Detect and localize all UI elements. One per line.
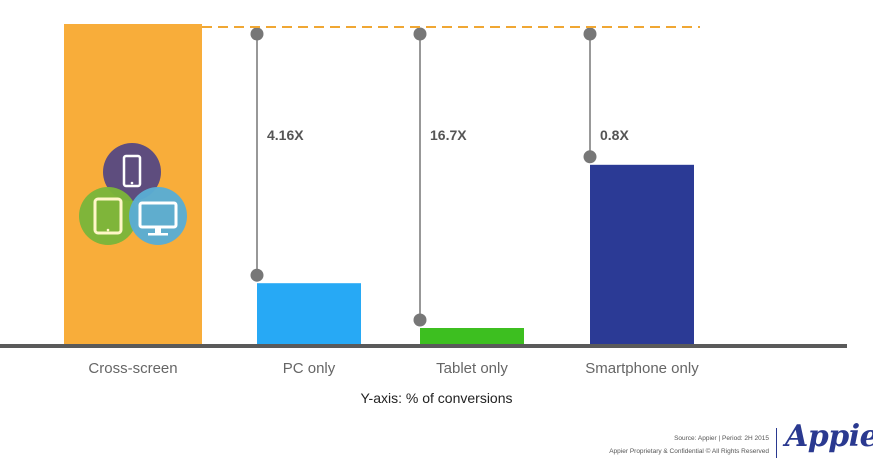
footer-rights: Appier Proprietary & Confidential © All …	[609, 448, 769, 455]
connector-top-dot-tablet-only	[413, 27, 427, 41]
smartphone-icon	[122, 154, 142, 188]
monitor-icon	[138, 201, 178, 236]
multiplier-label-smartphone-only: 0.8X	[600, 127, 629, 143]
connector-bottom-dot-pc-only	[250, 268, 264, 282]
appier-logo: Appier	[785, 419, 873, 454]
multiplier-label-tablet-only: 16.7X	[430, 127, 467, 143]
connector-bottom-dot-smartphone-only	[583, 150, 597, 164]
bar-pc-only	[257, 283, 361, 344]
device-icon-cluster	[79, 143, 187, 245]
tick-label-tablet-only: Tablet only	[436, 360, 508, 377]
bar-smartphone-only	[590, 164, 694, 344]
multiplier-label-pc-only: 4.16X	[267, 127, 304, 143]
bar-tablet-only	[420, 328, 524, 344]
axis-note: Y-axis: % of conversions	[360, 390, 513, 406]
footer-divider	[776, 428, 777, 458]
connector-bottom-dot-tablet-only	[413, 313, 427, 327]
footer-source: Source: Appier | Period: 2H 2015	[674, 435, 769, 442]
monitor-icon-bg	[129, 187, 187, 245]
connector-top-dot-smartphone-only	[583, 27, 597, 41]
tick-label-smartphone-only: Smartphone only	[585, 360, 699, 377]
connector-top-dot-pc-only	[250, 27, 264, 41]
footer-credits: Source: Appier | Period: 2H 2015 Appier …	[609, 432, 769, 458]
tablet-icon	[93, 197, 123, 235]
tick-label-pc-only: PC only	[283, 360, 336, 377]
tablet-icon-bg	[79, 187, 137, 245]
tick-label-cross-screen: Cross-screen	[88, 360, 177, 377]
